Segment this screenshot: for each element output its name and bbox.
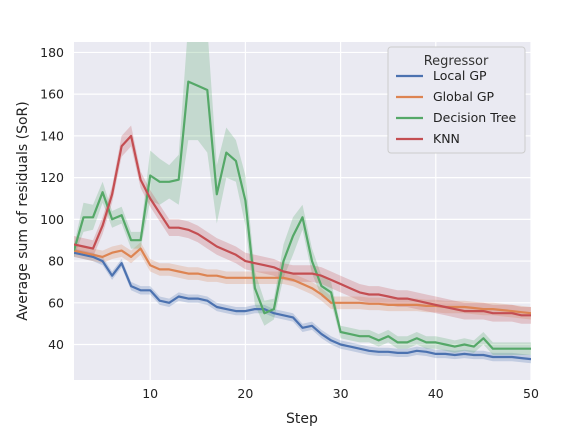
legend-label-global-gp: Global GP [433, 89, 495, 104]
y-tick-label: 80 [48, 254, 64, 269]
x-tick-label: 10 [142, 386, 158, 401]
legend-label-knn: KNN [433, 131, 460, 146]
legend-box [387, 46, 526, 154]
y-tick-label: 180 [40, 45, 64, 60]
y-tick-label: 60 [48, 295, 64, 310]
legend-label-decision-tree: Decision Tree [433, 110, 517, 125]
y-tick-label: 140 [40, 128, 64, 143]
local-gp-line [74, 251, 531, 361]
global-gp-line [74, 247, 531, 315]
y-axis-label: Average sum of residuals (SoR) [15, 101, 31, 320]
x-tick-label: 30 [333, 386, 349, 401]
y-tick-label: 160 [40, 87, 64, 102]
x-axis-ticks: 10 20 30 40 50 [142, 386, 539, 401]
x-tick-label: 40 [428, 386, 444, 401]
y-tick-label: 120 [40, 170, 64, 185]
y-tick-label: 40 [48, 337, 64, 352]
x-tick-label: 50 [523, 386, 539, 401]
y-tick-label: 100 [40, 212, 64, 227]
local-gp-band [74, 248, 531, 364]
knn-line [74, 134, 531, 317]
legend-label-local-gp: Local GP [433, 68, 487, 83]
x-tick-label: 20 [237, 386, 253, 401]
decision-tree-band [74, 42, 531, 355]
legend: Regressor Local GP Global GP Decision Tree… [387, 46, 526, 154]
series-lines [74, 80, 531, 361]
x-axis-label: Step [286, 411, 318, 427]
legend-title: Regressor [424, 54, 489, 69]
decision-tree-line [74, 80, 531, 350]
y-axis-ticks: 40 60 80 100 120 140 160 180 [40, 45, 64, 352]
knn-band [74, 125, 531, 324]
